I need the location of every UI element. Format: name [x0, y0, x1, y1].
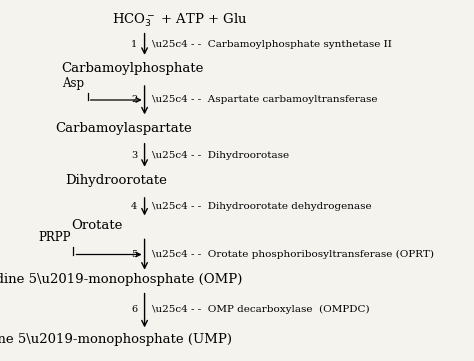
Text: 6: 6 [131, 305, 137, 314]
Text: \u25c4 - -  OMP decarboxylase  (OMPDC): \u25c4 - - OMP decarboxylase (OMPDC) [152, 305, 369, 314]
Text: \u25c4 - -  Carbamoylphosphate synthetase II: \u25c4 - - Carbamoylphosphate synthetase… [152, 40, 392, 48]
Text: Carbamoylaspartate: Carbamoylaspartate [55, 122, 191, 135]
Text: Dihydroorotate: Dihydroorotate [65, 174, 167, 187]
Text: 4: 4 [131, 202, 137, 211]
Text: HCO$_3^-$ + ATP + Glu: HCO$_3^-$ + ATP + Glu [112, 11, 248, 29]
Text: \u25c4 - -  Dihydroorotase: \u25c4 - - Dihydroorotase [152, 151, 289, 160]
Text: 2: 2 [131, 96, 137, 104]
Text: Orotate: Orotate [72, 219, 123, 232]
Text: 1: 1 [131, 40, 137, 48]
Text: 3: 3 [131, 151, 137, 160]
Text: \u25c4 - -  Dihydroorotate dehydrogenase: \u25c4 - - Dihydroorotate dehydrogenase [152, 202, 371, 211]
Text: Orotidine 5\u2019-monophosphate (OMP): Orotidine 5\u2019-monophosphate (OMP) [0, 273, 243, 286]
Text: Carbamoylphosphate: Carbamoylphosphate [62, 62, 204, 75]
Text: 5: 5 [131, 250, 137, 259]
Text: Uridine 5\u2019-monophosphate (UMP): Uridine 5\u2019-monophosphate (UMP) [0, 333, 232, 346]
Text: \u25c4 - -  Orotate phosphoribosyltransferase (OPRT): \u25c4 - - Orotate phosphoribosyltransfe… [152, 250, 434, 259]
Text: \u25c4 - -  Aspartate carbamoyltransferase: \u25c4 - - Aspartate carbamoyltransferas… [152, 96, 377, 104]
Text: Asp: Asp [63, 77, 84, 90]
Text: PRPP: PRPP [38, 231, 71, 244]
